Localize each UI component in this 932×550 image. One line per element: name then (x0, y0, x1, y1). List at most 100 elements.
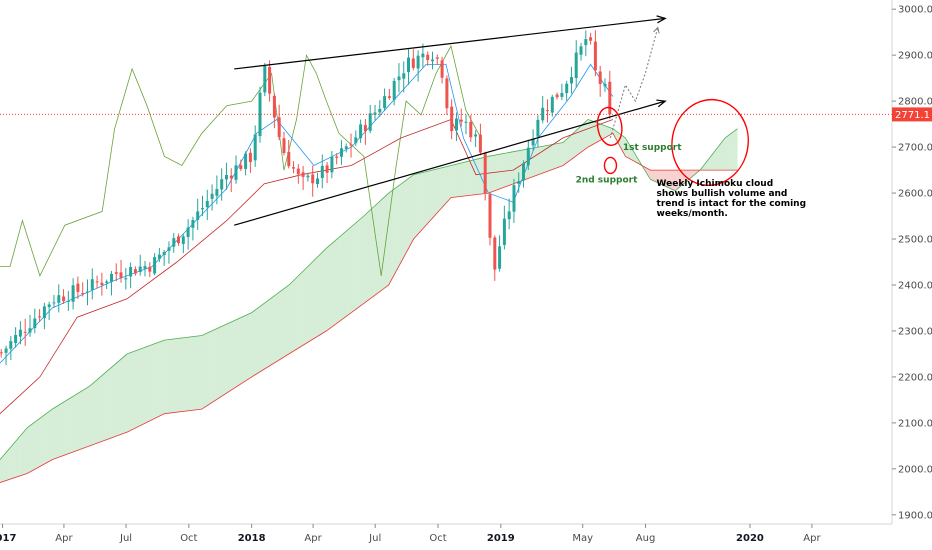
price-tick-label: 2100.0 (898, 418, 932, 429)
cloud-segment (551, 143, 556, 170)
candle-body (205, 201, 209, 208)
time-tick-label: Oct (180, 533, 197, 544)
candle-body (157, 254, 161, 259)
cloud-segment (709, 152, 714, 171)
candle-body (57, 295, 61, 303)
cloud-segment (263, 300, 269, 370)
cloud-segment (158, 340, 163, 417)
candle-body (162, 251, 166, 255)
candle-body (536, 119, 540, 137)
candle-body (445, 78, 449, 109)
candle-body (311, 174, 315, 184)
cloud-segment (287, 281, 293, 355)
candle-body (38, 316, 42, 318)
candle-body (608, 81, 612, 115)
cloud-segment (76, 391, 82, 451)
cloud-segment (440, 166, 446, 209)
last-price-badge (892, 107, 932, 122)
cloud-segment (114, 360, 120, 437)
candle-body (263, 65, 267, 93)
cloud-segment (292, 277, 298, 352)
cloud-segment (268, 296, 274, 367)
candle-body (330, 156, 334, 173)
cloud-segment (105, 368, 111, 441)
cloud-segment (321, 248, 326, 335)
cloud-segment (344, 228, 350, 318)
candle-body (239, 165, 243, 169)
senkou-span-b-line (0, 132, 738, 483)
candle-body (229, 175, 233, 179)
candle-body (306, 175, 310, 178)
cloud-segment (67, 397, 72, 455)
cloud-segment (206, 331, 211, 407)
cloud-segment (201, 333, 207, 410)
projection-arrowhead (653, 26, 660, 34)
cloud-segment (445, 165, 451, 204)
cloud-segment (661, 170, 667, 187)
time-tick-label: Jul (119, 533, 132, 544)
cloud-segment (215, 326, 221, 401)
cloud-segment (138, 347, 144, 427)
cloud-segment (311, 258, 317, 341)
cloud-segment (28, 422, 34, 473)
candlesticks (0, 30, 612, 366)
candle-body (593, 41, 597, 71)
price-tick-label: 2600.0 (898, 189, 932, 200)
candle-body (9, 341, 13, 349)
candle-body (550, 96, 554, 113)
cloud-segment (119, 356, 125, 435)
cloud-segment (541, 145, 547, 174)
cloud-segment (258, 303, 264, 373)
candle-body (234, 165, 238, 180)
cloud-segment (196, 335, 202, 410)
candle-body (52, 302, 56, 304)
candle-body (4, 348, 8, 353)
cloud-segment (110, 364, 115, 439)
cloud-segment (340, 232, 345, 321)
candle-body (397, 76, 401, 81)
cloud-segment (651, 170, 657, 183)
candle-body (268, 66, 272, 94)
cloud-segment (71, 394, 77, 453)
price-tick-label: 2400.0 (898, 280, 932, 291)
candle-body (526, 147, 530, 166)
candle-body (277, 117, 281, 137)
cloud-segment (474, 158, 480, 195)
candle-body (483, 153, 487, 194)
candle-body (450, 106, 454, 132)
cloud-segment (426, 170, 432, 225)
candle-body (133, 269, 137, 274)
candle-body (76, 283, 80, 292)
cloud-segment (33, 419, 39, 471)
cloud-segment (210, 329, 216, 404)
cloud-segment (148, 344, 154, 422)
cloud-segment (52, 405, 58, 460)
candle-body (373, 112, 377, 115)
candle-body (354, 137, 358, 144)
price-tick-label: 2200.0 (898, 372, 932, 383)
cloud-segment (512, 150, 518, 185)
candle-body (378, 108, 382, 113)
candle-body (344, 146, 348, 149)
candle-body (363, 125, 367, 132)
candle-body (320, 165, 324, 178)
kijun-sen-line (0, 118, 614, 414)
candle-body (114, 272, 118, 274)
cloud-segment (574, 127, 580, 157)
time-tick-label: 2019 (487, 533, 515, 544)
candle-body (258, 92, 262, 136)
cloud-segment (129, 351, 135, 431)
candle-body (325, 165, 329, 173)
price-tick-label: 2900.0 (898, 51, 932, 62)
cloud-segment (253, 307, 259, 376)
candle-body (541, 107, 545, 121)
price-axis[interactable]: 3000.0 2900.0 2800.0 2700.0 2600.0 2500.0 2400… (892, 5, 932, 522)
candle-body (416, 55, 420, 69)
candle-body (435, 57, 439, 59)
candle-body (253, 134, 257, 161)
cloud-segment (225, 322, 230, 394)
time-axis[interactable]: 2017 Apr Jul Oct 2018 Apr Jul Oct 2019 May Aug 2020… (0, 524, 821, 544)
candle-body (95, 281, 99, 283)
cloud-segment (86, 384, 92, 448)
